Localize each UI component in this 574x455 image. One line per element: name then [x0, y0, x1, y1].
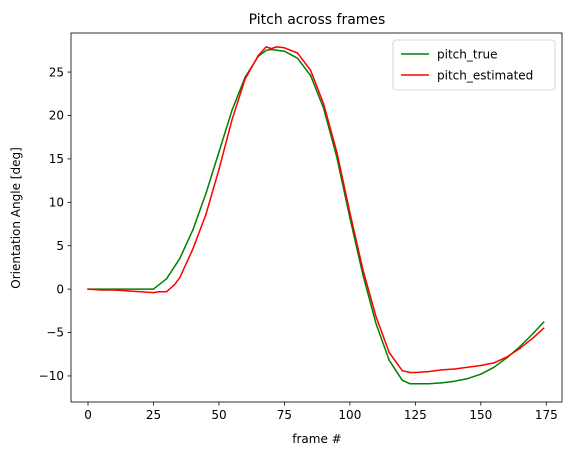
data-point-pitch_estimated [178, 277, 181, 279]
data-point-pitch_true [466, 377, 469, 380]
data-point-pitch_estimated [265, 46, 267, 48]
legend: pitch_true pitch_estimated [392, 39, 556, 91]
data-point-pitch_estimated [453, 368, 456, 370]
data-point-pitch_true [414, 383, 417, 385]
legend-label-pitch_estimated: pitch_estimated [437, 68, 533, 82]
data-point-pitch_true [165, 277, 168, 280]
data-point-pitch_estimated [126, 290, 129, 292]
chart-title: Pitch across frames [249, 12, 386, 28]
y-tick-label: 25 [49, 65, 64, 79]
legend-box [392, 39, 556, 91]
data-point-pitch_estimated [480, 364, 482, 367]
data-point-pitch_estimated [362, 269, 364, 271]
data-point-pitch_true [532, 332, 534, 335]
data-point-pitch_true [218, 151, 220, 153]
data-point-pitch_estimated [165, 290, 168, 293]
data-point-pitch_true [542, 321, 545, 323]
data-point-pitch_estimated [87, 288, 89, 290]
y-tick-label: 15 [49, 152, 64, 166]
data-point-pitch_true [388, 359, 390, 362]
data-point-pitch_true [283, 50, 286, 52]
data-point-pitch_true [178, 257, 181, 260]
data-point-pitch_true [362, 274, 364, 276]
y-tick-label: 10 [49, 196, 64, 210]
data-point-pitch_true [427, 383, 430, 385]
data-point-pitch_true [139, 288, 142, 290]
data-point-pitch_estimated [270, 47, 273, 50]
data-point-pitch_true [265, 49, 267, 52]
data-point-pitch_true [493, 366, 495, 369]
data-point-pitch_estimated [519, 347, 521, 349]
axes: 0 25 50 75 100 125 150 175 −10 −5 0 5 10 15 20 25 [39, 32, 563, 422]
data-point-pitch_true [375, 323, 377, 325]
data-point-pitch_estimated [414, 371, 417, 374]
data-point-pitch_estimated [427, 370, 430, 373]
data-point-pitch_estimated [440, 369, 443, 371]
data-point-pitch_estimated [309, 69, 312, 72]
data-point-pitch_estimated [218, 168, 220, 171]
data-point-pitch_estimated [466, 366, 469, 369]
data-point-pitch_true [440, 382, 443, 384]
data-point-pitch_estimated [113, 289, 115, 291]
data-point-pitch_true [401, 379, 404, 382]
data-point-pitch_true [309, 74, 312, 77]
data-point-pitch_estimated [349, 211, 351, 214]
x-tick-label: 100 [338, 408, 361, 422]
data-point-pitch_true [296, 57, 299, 59]
data-point-pitch_true [409, 383, 411, 385]
data-point-pitch_estimated [244, 78, 246, 80]
data-point-pitch_true [519, 345, 521, 348]
data-point-pitch_estimated [257, 54, 259, 57]
data-point-pitch_estimated [506, 356, 508, 358]
data-point-pitch_estimated [388, 351, 390, 354]
data-point-pitch_estimated [100, 289, 102, 291]
data-point-pitch_estimated [152, 291, 155, 294]
data-point-pitch_estimated [296, 52, 299, 54]
data-point-pitch_estimated [157, 290, 160, 293]
data-point-pitch_estimated [192, 248, 194, 250]
legend-label-pitch_true: pitch_true [437, 47, 498, 61]
series-line-pitch_estimated [87, 46, 545, 374]
data-point-pitch_estimated [409, 371, 411, 374]
series-line-pitch_true [87, 48, 545, 385]
data-point-pitch_true [231, 109, 233, 112]
data-point-pitch_estimated [139, 290, 142, 293]
y-tick-label: −5 [46, 326, 64, 340]
data-point-pitch_true [152, 288, 155, 290]
x-tick-label: 0 [84, 408, 92, 422]
data-point-pitch_estimated [336, 151, 338, 153]
data-point-pitch_estimated [542, 327, 545, 329]
data-point-pitch_estimated [401, 369, 404, 372]
data-point-pitch_true [453, 380, 456, 382]
data-point-pitch_estimated [205, 213, 207, 216]
data-point-pitch_estimated [231, 119, 233, 121]
plot-frame [70, 32, 563, 403]
x-tick-label: 50 [211, 408, 226, 422]
x-axis-label: frame # [292, 432, 341, 446]
x-tick-label: 25 [146, 408, 161, 422]
y-axis-label: Orientation Angle [deg] [9, 147, 23, 289]
data-point-pitch_estimated [493, 362, 495, 364]
data-point-pitch_true [192, 229, 194, 231]
data-point-pitch_estimated [173, 284, 176, 286]
x-tick-label: 75 [277, 408, 292, 422]
y-tick-label: 5 [56, 239, 64, 253]
y-tick-label: −10 [39, 369, 64, 383]
x-tick-label: 150 [469, 408, 492, 422]
data-point-pitch_estimated [283, 47, 286, 49]
x-tick-label: 125 [404, 408, 427, 422]
x-tick-label: 175 [535, 408, 558, 422]
y-tick-label: 20 [49, 109, 64, 123]
y-tick-label: 0 [56, 282, 64, 296]
data-point-pitch_estimated [275, 46, 278, 48]
data-point-pitch_estimated [375, 316, 377, 318]
data-point-pitch_true [205, 192, 207, 195]
plot-area [87, 46, 545, 385]
data-point-pitch_estimated [322, 103, 325, 105]
data-point-pitch_true [480, 373, 482, 375]
data-point-pitch_estimated [532, 337, 534, 339]
